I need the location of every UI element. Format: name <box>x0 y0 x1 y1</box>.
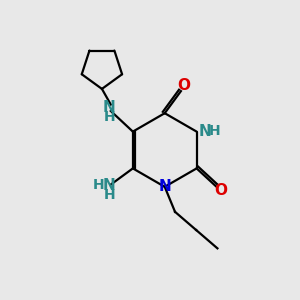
Text: H: H <box>103 188 115 203</box>
Text: H: H <box>93 178 104 192</box>
Text: N: N <box>158 179 171 194</box>
Text: H: H <box>209 124 221 138</box>
Text: N: N <box>199 124 211 139</box>
Text: H: H <box>103 110 115 124</box>
Text: O: O <box>177 78 190 93</box>
Text: N: N <box>103 178 116 193</box>
Text: O: O <box>214 183 227 198</box>
Text: N: N <box>103 100 116 115</box>
